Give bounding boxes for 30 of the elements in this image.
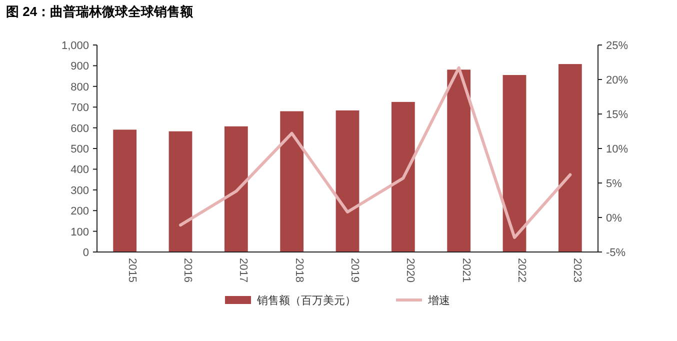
x-tick-label: 2022: [516, 258, 528, 282]
y2-tick-label: 5%: [606, 178, 622, 190]
y-tick-label: 900: [70, 60, 89, 73]
x-tick-label: 2020: [404, 258, 416, 282]
x-tick-label: 2015: [126, 258, 138, 282]
y-tick-label: 200: [70, 206, 89, 218]
chart-title: 图 24：曲普瑞林微球全球销售额: [6, 4, 194, 19]
y-tick-label: 0: [82, 247, 89, 259]
legend-label: 销售额（百万美元）: [256, 294, 356, 307]
y-tick-label: 800: [70, 81, 89, 94]
x-tick-label: 2018: [292, 258, 305, 282]
x-tick-label: 2016: [182, 258, 194, 282]
y-tick-label: 100: [70, 226, 89, 238]
x-tick-label: 2017: [237, 258, 250, 282]
y-tick-label: 500: [70, 144, 89, 156]
x-tick-label: 2019: [348, 258, 360, 282]
y2-tick-label: 10%: [606, 144, 628, 156]
y2-tick-label: 15%: [606, 109, 628, 121]
y-tick-label: 700: [70, 102, 89, 114]
x-tick-label: 2021: [460, 258, 472, 282]
y-tick-label: 1,000: [61, 40, 89, 52]
y-tick-label: 600: [70, 122, 89, 135]
x-tick-label: 2023: [571, 258, 584, 282]
y2-tick-label: 25%: [606, 40, 628, 52]
y-tick-label: 300: [70, 184, 89, 197]
y2-tick-label: -5%: [606, 247, 626, 259]
y2-tick-label: 0%: [606, 212, 622, 224]
y-tick-label: 400: [70, 164, 89, 176]
y2-tick-label: 20%: [606, 74, 628, 86]
legend-label: 增速: [427, 294, 450, 307]
